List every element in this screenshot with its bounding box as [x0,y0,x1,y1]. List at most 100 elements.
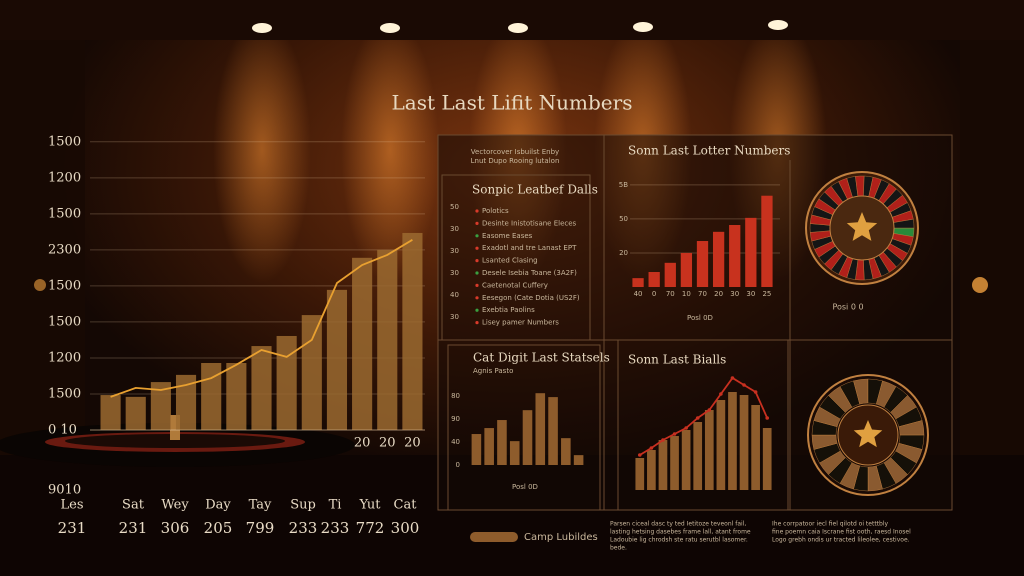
bar [648,272,660,287]
list-item: Caetenotal Cuffery [482,281,548,289]
bar [681,430,691,490]
bottom-number: 205 [204,519,233,537]
list-item: Easome Eases [482,232,533,240]
bar [635,458,645,490]
y-tick-label: 20 [619,249,628,257]
bar [226,362,247,430]
y-tick-label: 1500 [48,386,81,401]
bottom-number: 233 [321,519,350,537]
line [639,376,769,456]
bar [548,397,558,465]
bar [729,225,741,287]
y-tick-label: 40 [451,438,460,446]
panel-heading: Lnut Dupo Rooing lutalon [471,157,560,165]
bottom-number: 231 [58,519,87,537]
bar [484,428,494,465]
x-axis-label: Posl 0D [512,483,538,491]
bar [251,346,272,430]
y-tick-label: 2300 [48,242,81,257]
bottom-number: 300 [391,519,420,537]
footer-text: fine poemn caia Iscrane fist ooth, raesd… [772,529,911,536]
list-item: Lisey pamer Numbers [482,319,559,327]
bar [522,410,533,465]
line-point [730,376,735,380]
list-number: 30 [450,225,459,233]
bottom-label: Yut [358,498,381,513]
bar [150,382,171,430]
bar [125,396,146,430]
bottom-number: 231 [119,519,148,537]
bar [693,422,703,490]
x-tick-label: 40 [634,290,643,298]
bottom-label: Wey [161,498,189,513]
x-tick-label: 70 [698,290,707,298]
x-tick-label: 20 [404,436,421,451]
bottom-number: 233 [289,519,318,537]
bar [716,400,726,490]
y-tick-label: 0 [456,461,460,469]
list-number: 30 [450,313,459,321]
legend-swatch [470,532,518,542]
footer-text: Ladoubie lig chrodsh ste ratu serutbl la… [610,537,748,544]
bar [100,395,121,430]
list-dot [475,259,479,263]
ceiling-lights [0,0,1024,40]
line-point [684,426,688,430]
list-number: 30 [450,269,459,277]
line-point [742,383,746,387]
bar [712,231,725,287]
y-tick-label: 1500 [48,206,81,221]
y-tick-label: 50 [619,215,628,223]
footer-text: bede. [610,545,627,552]
wheel-star [853,420,883,448]
y-tick-label: 90 [451,415,460,423]
bar [352,257,373,430]
y-tick-label: 0 10 [48,423,77,438]
list-dot [475,308,479,312]
corner-label: 9010 [48,483,81,498]
list-dot [475,209,479,213]
x-axis-label: Posl 0D [687,314,713,322]
bar [276,335,297,430]
chart-title: Last Last Lifit Numbers [392,91,633,115]
line-point [649,446,654,450]
list-title: Sonpic Leatbef Dalls [472,183,598,197]
bar [680,252,693,287]
list-dot [475,283,479,287]
y-tick-label: 1500 [48,314,81,329]
line [110,239,413,398]
wheel-label: Posi 0 0 [832,303,863,312]
bar [509,441,520,465]
bottom-label: Sup [290,498,316,513]
bar [670,436,679,490]
bar [535,393,546,465]
bar [402,232,423,430]
bar [377,249,398,430]
legend-label: Camp Lubildes [524,532,598,543]
x-tick-label: 30 [730,290,739,298]
y-tick-label: 1200 [48,350,81,365]
bar [301,315,322,430]
footer-text: Parsen ciceal dasc ty ted Ietitoze teveo… [610,521,746,528]
chart-title: Sonn Last Bialls [628,353,726,367]
bar [326,289,348,430]
bar [664,262,676,287]
list-item: Desele Isebia Toane (3A2F) [482,269,577,277]
bottom-number: 799 [246,519,275,537]
list-number: 30 [450,247,459,255]
wheel-star [846,212,878,241]
line-point [695,416,700,420]
x-tick-label: 30 [746,290,755,298]
bar [632,278,644,287]
bar [751,405,760,490]
list-item: Lsanted Clasing [482,257,538,265]
bar [761,195,773,287]
list-dot [475,271,479,275]
footer-text: Logo grebh ondis ur tracted lileolee, ce… [772,537,910,544]
bar [471,434,482,465]
list-item: Desinte Inistotisane Eleces [482,219,577,227]
list-dot [475,246,479,250]
bar [175,374,197,430]
line-point [707,408,712,412]
